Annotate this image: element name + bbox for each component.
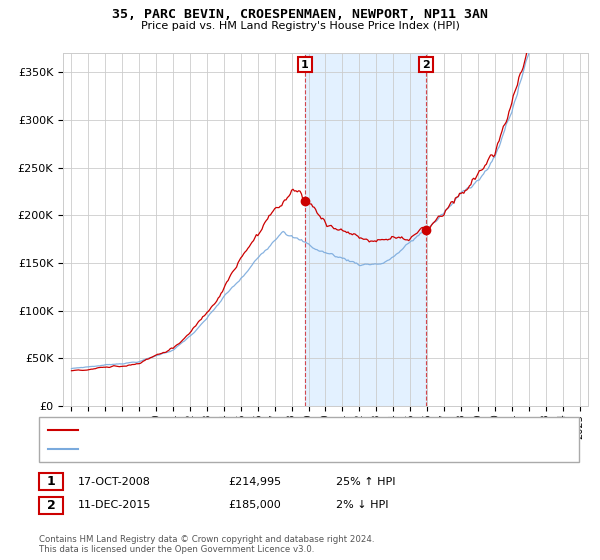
Text: £214,995: £214,995: [228, 477, 281, 487]
Text: 2: 2: [47, 498, 55, 512]
Text: Price paid vs. HM Land Registry's House Price Index (HPI): Price paid vs. HM Land Registry's House …: [140, 21, 460, 31]
Text: 17-OCT-2008: 17-OCT-2008: [78, 477, 151, 487]
Text: 35, PARC BEVIN, CROESPENMAEN, NEWPORT, NP11 3AN (detached house): 35, PARC BEVIN, CROESPENMAEN, NEWPORT, N…: [84, 424, 454, 435]
Text: 35, PARC BEVIN, CROESPENMAEN, NEWPORT, NP11 3AN: 35, PARC BEVIN, CROESPENMAEN, NEWPORT, N…: [112, 8, 488, 21]
Text: HPI: Average price, detached house, Caerphilly: HPI: Average price, detached house, Caer…: [84, 445, 319, 455]
Text: £185,000: £185,000: [228, 500, 281, 510]
Text: Contains HM Land Registry data © Crown copyright and database right 2024.
This d: Contains HM Land Registry data © Crown c…: [39, 535, 374, 554]
Text: 1: 1: [47, 475, 55, 488]
Text: 11-DEC-2015: 11-DEC-2015: [78, 500, 151, 510]
Text: 25% ↑ HPI: 25% ↑ HPI: [336, 477, 395, 487]
Text: 1: 1: [301, 60, 309, 69]
Bar: [305, 53, 426, 406]
Text: 2% ↓ HPI: 2% ↓ HPI: [336, 500, 389, 510]
Text: 2: 2: [422, 60, 430, 69]
